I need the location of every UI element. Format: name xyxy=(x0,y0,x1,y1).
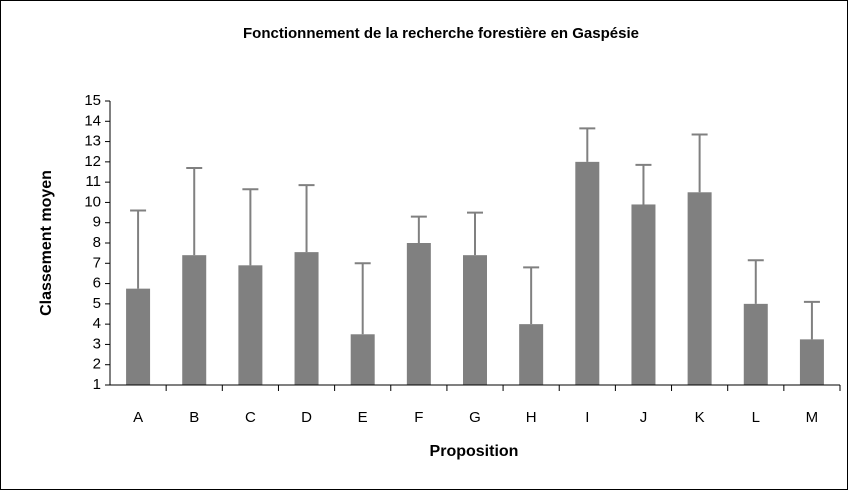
error-bar xyxy=(186,166,203,256)
error-bar xyxy=(579,127,596,162)
x-tick-label: E xyxy=(358,409,368,426)
x-tick-label: M xyxy=(806,409,819,426)
bar xyxy=(631,204,656,385)
bar xyxy=(519,324,544,385)
bar xyxy=(799,339,824,385)
bar xyxy=(126,288,151,385)
error-bar xyxy=(635,163,652,205)
error-bar xyxy=(691,133,708,193)
x-tick-label: L xyxy=(752,409,760,426)
x-tick-label: J xyxy=(640,409,648,426)
error-bar xyxy=(803,300,820,340)
error-bar xyxy=(354,262,371,335)
bar xyxy=(294,252,319,385)
error-bar xyxy=(242,188,259,266)
y-tick-label: 10 xyxy=(84,193,101,210)
chart-title: Fonctionnement de la recherche forestièr… xyxy=(243,25,639,42)
bar xyxy=(743,303,768,385)
error-bar xyxy=(130,209,147,289)
bar xyxy=(406,243,431,385)
x-tick-label: I xyxy=(585,409,589,426)
x-tick-label: C xyxy=(245,409,256,426)
y-tick-label: 12 xyxy=(84,153,101,170)
y-tick-label: 14 xyxy=(84,112,101,129)
y-tick-label: 9 xyxy=(93,214,101,231)
x-tick-label: F xyxy=(414,409,423,426)
x-tick-label: K xyxy=(695,409,705,426)
y-tick-label: 5 xyxy=(93,295,101,312)
y-tick-label: 13 xyxy=(84,133,101,150)
x-axis-title: Proposition xyxy=(430,443,519,460)
error-bar xyxy=(467,211,483,256)
bar xyxy=(182,255,207,385)
x-tick-label: D xyxy=(301,409,312,426)
bar xyxy=(463,255,487,385)
y-tick-label: 11 xyxy=(85,173,101,190)
y-tick-label: 15 xyxy=(84,92,101,109)
error-bar xyxy=(410,215,427,243)
x-tick-label: A xyxy=(133,409,143,426)
y-tick-label: 6 xyxy=(93,275,101,292)
error-bar xyxy=(747,259,764,304)
bar xyxy=(238,265,263,385)
y-tick-label: 4 xyxy=(93,315,101,332)
y-axis-title: Classement moyen xyxy=(38,170,55,316)
x-tick-label: G xyxy=(469,409,481,426)
bar xyxy=(687,192,712,385)
y-tick-label: 3 xyxy=(93,335,101,352)
error-bar xyxy=(523,266,540,325)
x-tick-label: B xyxy=(189,409,199,426)
x-tick-label: H xyxy=(526,409,537,426)
y-tick-label: 1 xyxy=(93,376,101,393)
y-tick-label: 2 xyxy=(93,356,101,373)
bar xyxy=(350,334,375,385)
bar xyxy=(575,161,600,385)
y-tick-label: 8 xyxy=(93,234,101,251)
y-tick-label: 7 xyxy=(93,254,101,271)
error-bar xyxy=(298,184,315,253)
